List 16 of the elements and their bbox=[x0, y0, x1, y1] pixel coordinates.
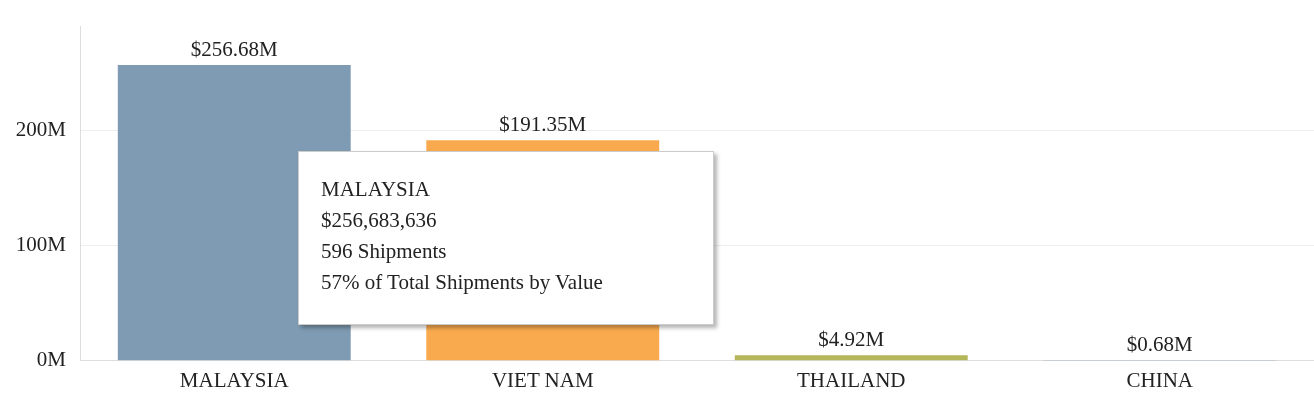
data-label: $256.68M bbox=[190, 37, 279, 62]
annotation: 57% of Total Shipments by Value bbox=[321, 269, 604, 296]
data-label: $191.35M bbox=[499, 112, 587, 137]
data-label: $4.92M bbox=[818, 327, 885, 352]
x-tick-label: CHINA bbox=[1126, 367, 1194, 392]
data-label: $0.68M bbox=[1126, 332, 1194, 357]
y-tick-label: 200M bbox=[15, 116, 67, 141]
annotation: 596 Shipments bbox=[321, 238, 448, 265]
x-tick-label: MALAYSIA bbox=[179, 367, 290, 392]
x-tick-label: THAILAND bbox=[797, 367, 906, 392]
bar bbox=[734, 355, 968, 361]
x-tick-label: VIET NAM bbox=[491, 367, 594, 392]
y-tick-label: 100M bbox=[15, 232, 67, 257]
y-tick-label: 0M bbox=[36, 347, 67, 372]
annotation: MALAYSIA bbox=[321, 176, 431, 203]
annotation: $256,683,636 bbox=[321, 207, 438, 234]
